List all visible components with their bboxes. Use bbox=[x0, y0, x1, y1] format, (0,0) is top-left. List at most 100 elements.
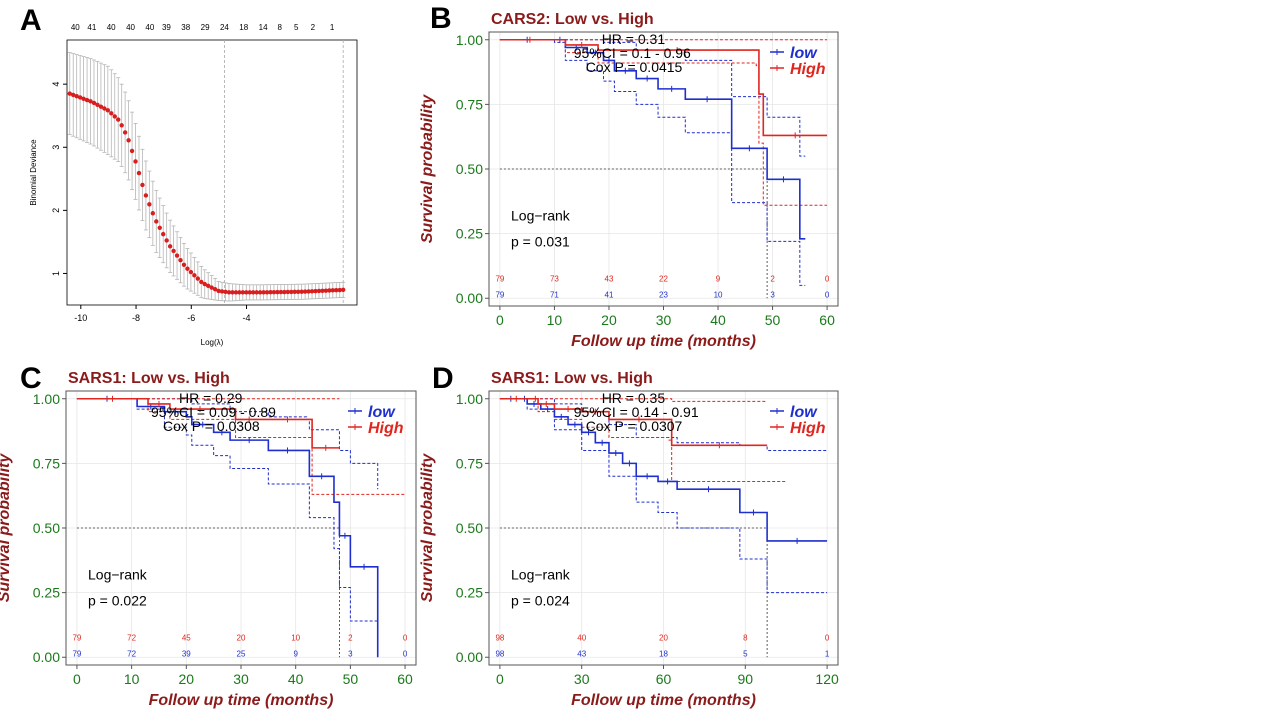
deviance-point bbox=[292, 289, 297, 295]
deviance-point bbox=[299, 289, 304, 294]
ci-lower-high bbox=[499, 39, 828, 206]
deviance-point bbox=[216, 288, 221, 294]
top-df-label: 40 bbox=[71, 23, 80, 32]
deviance-point bbox=[192, 273, 197, 278]
x-axis-title: Follow up time (months) bbox=[571, 333, 756, 350]
ci-lower-high bbox=[76, 398, 406, 495]
risk-count-low: 9 bbox=[293, 649, 298, 658]
x-tick-label: 0 bbox=[496, 312, 504, 328]
deviance-point bbox=[285, 289, 291, 295]
deviance-point bbox=[233, 290, 239, 295]
y-tick-label: 0.75 bbox=[456, 455, 483, 471]
deviance-point bbox=[195, 276, 201, 281]
deviance-point bbox=[143, 193, 149, 198]
chart-title: SARS1: Low vs. High bbox=[491, 370, 653, 387]
x-tick-label: 30 bbox=[656, 312, 672, 328]
deviance-point bbox=[122, 130, 128, 135]
deviance-point bbox=[105, 108, 111, 113]
deviance-point bbox=[320, 288, 325, 294]
top-df-label: 40 bbox=[126, 23, 135, 32]
x-tick-label: 60 bbox=[656, 671, 672, 687]
top-df-label: 24 bbox=[220, 23, 229, 32]
deviance-point bbox=[254, 290, 259, 295]
deviance-point bbox=[327, 288, 332, 293]
chart-title: CARS2: Low vs. High bbox=[491, 11, 654, 28]
deviance-point bbox=[129, 148, 135, 154]
deviance-point bbox=[289, 289, 294, 295]
ci-lower-low bbox=[499, 398, 828, 594]
risk-count-low: 3 bbox=[348, 649, 353, 658]
x-tick-label: 50 bbox=[343, 671, 359, 687]
legend-label-low: low bbox=[368, 404, 396, 421]
top-df-label: 8 bbox=[277, 23, 282, 32]
risk-count-low: 71 bbox=[550, 290, 559, 299]
top-df-label: 2 bbox=[311, 23, 316, 32]
cox-stat-line: HR = 0.29 bbox=[179, 390, 243, 406]
survival-curve-high bbox=[499, 397, 768, 447]
risk-count-low: 23 bbox=[659, 290, 668, 299]
y-tick-label: 0.25 bbox=[33, 585, 60, 601]
risk-count-high: 40 bbox=[577, 633, 586, 642]
top-df-label: 1 bbox=[330, 23, 335, 32]
deviance-point bbox=[209, 285, 214, 290]
y-tick-label: 0.25 bbox=[456, 585, 483, 601]
y-tick-label: 2 bbox=[51, 208, 61, 213]
cox-stat-line: 95%CI = 0.1 - 0.96 bbox=[574, 45, 691, 61]
x-tick-label: 50 bbox=[765, 312, 781, 328]
logrank-line: Log−rank bbox=[88, 567, 148, 583]
deviance-point bbox=[295, 289, 301, 295]
deviance-point bbox=[316, 288, 322, 294]
deviance-point bbox=[212, 287, 218, 292]
deviance-point bbox=[202, 281, 207, 287]
deviance-point bbox=[237, 290, 242, 295]
risk-count-low: 18 bbox=[659, 649, 668, 658]
legend-label-low: low bbox=[790, 45, 818, 62]
x-tick-label: 0 bbox=[73, 671, 81, 687]
deviance-point bbox=[313, 288, 318, 294]
risk-count-low: 43 bbox=[577, 649, 586, 658]
deviance-point bbox=[133, 159, 138, 164]
risk-count-high: 79 bbox=[72, 633, 81, 642]
deviance-point bbox=[334, 287, 339, 293]
survival-curve-high bbox=[76, 397, 340, 449]
deviance-point bbox=[247, 290, 252, 295]
deviance-point bbox=[257, 290, 263, 295]
risk-count-high: 45 bbox=[182, 633, 191, 642]
deviance-point bbox=[330, 288, 336, 293]
chart-title: SARS1: Low vs. High bbox=[68, 370, 230, 387]
ci-upper-high bbox=[499, 398, 768, 402]
deviance-point bbox=[181, 262, 187, 267]
y-tick-label: 1.00 bbox=[456, 32, 483, 48]
panel-letter-c: C bbox=[20, 362, 42, 395]
x-tick-label: 40 bbox=[288, 671, 304, 687]
y-tick-label: 3 bbox=[51, 145, 61, 150]
deviance-point bbox=[240, 290, 246, 295]
deviance-point bbox=[282, 289, 287, 295]
risk-count-low: 5 bbox=[743, 649, 748, 658]
y-tick-label: 0.75 bbox=[33, 455, 60, 471]
y-tick-label: 1.00 bbox=[33, 391, 60, 407]
risk-count-low: 79 bbox=[495, 290, 504, 299]
deviance-point bbox=[337, 287, 342, 293]
x-tick-label: -4 bbox=[243, 313, 251, 323]
y-tick-label: 0.00 bbox=[33, 649, 60, 665]
deviance-point bbox=[84, 97, 90, 103]
deviance-point bbox=[164, 238, 169, 243]
survival-curve-low bbox=[499, 397, 828, 542]
y-tick-label: 0.00 bbox=[456, 649, 483, 665]
y-axis-title: Survival probability bbox=[0, 453, 13, 603]
y-tick-label: 0.50 bbox=[33, 520, 60, 536]
deviance-point bbox=[271, 289, 277, 295]
deviance-point bbox=[91, 100, 97, 106]
x-tick-label: -10 bbox=[74, 313, 87, 323]
top-df-label: 18 bbox=[239, 23, 248, 32]
deviance-point bbox=[261, 290, 266, 295]
x-tick-label: 120 bbox=[815, 671, 839, 687]
x-axis-title: Follow up time (months) bbox=[149, 692, 334, 709]
risk-count-low: 39 bbox=[182, 649, 191, 658]
deviance-point bbox=[161, 231, 166, 237]
cox-stat-line: 95%CI = 0.09 - 0.89 bbox=[151, 404, 276, 420]
x-tick-label: 20 bbox=[601, 312, 617, 328]
